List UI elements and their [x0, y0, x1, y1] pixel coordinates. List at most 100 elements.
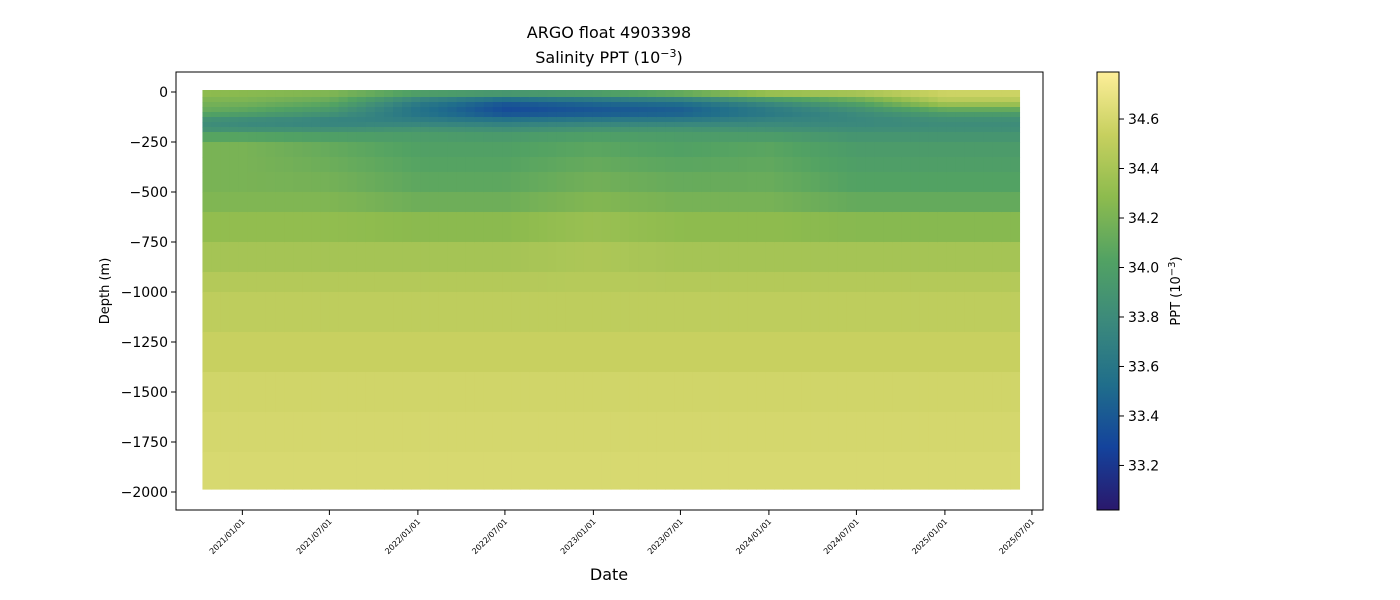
- heatmap-cell: [393, 112, 403, 118]
- heatmap-cell: [728, 117, 739, 123]
- heatmap-cell: [420, 292, 430, 333]
- heatmap-cell: [765, 117, 775, 123]
- heatmap-cell: [574, 157, 585, 173]
- heatmap-cell: [992, 157, 1002, 173]
- heatmap-cell: [937, 292, 948, 333]
- heatmap-cell: [384, 112, 394, 118]
- heatmap-cell: [275, 97, 285, 103]
- heatmap-cell: [393, 97, 403, 103]
- heatmap-cell: [502, 242, 512, 273]
- heatmap-cell: [492, 172, 503, 193]
- heatmap-cell: [384, 107, 394, 113]
- heatmap-cell: [338, 112, 349, 118]
- heatmap-cell: [638, 332, 648, 373]
- heatmap-cell: [411, 102, 421, 108]
- heatmap-cell: [892, 127, 903, 133]
- heatmap-cell: [456, 372, 467, 413]
- heatmap-cell: [320, 122, 331, 128]
- heatmap-cell: [719, 117, 730, 123]
- heatmap-cell: [284, 107, 294, 113]
- heatmap-cell: [547, 107, 558, 113]
- heatmap-cell: [402, 122, 412, 128]
- heatmap-cell: [238, 192, 249, 213]
- heatmap-cell: [302, 117, 312, 123]
- heatmap-cell: [747, 107, 757, 113]
- heatmap-cell: [393, 292, 403, 333]
- heatmap-cell: [674, 242, 685, 273]
- heatmap-cell: [220, 272, 231, 293]
- heatmap-cell: [665, 157, 676, 173]
- heatmap-cell: [574, 242, 585, 273]
- heatmap-cell: [783, 132, 794, 143]
- heatmap-cell: [738, 242, 748, 273]
- heatmap-cell: [928, 132, 939, 143]
- heatmap-cell: [256, 372, 267, 413]
- heatmap-cell: [874, 127, 884, 133]
- heatmap-cell: [492, 272, 503, 293]
- heatmap-cell: [856, 102, 866, 108]
- heatmap-cell: [565, 107, 576, 113]
- heatmap-cell: [910, 192, 921, 213]
- heatmap-cell: [656, 412, 667, 453]
- heatmap-cell: [738, 127, 748, 133]
- heatmap-cell: [320, 132, 331, 143]
- heatmap-cell: [465, 292, 476, 333]
- heatmap-cell: [1010, 332, 1021, 373]
- heatmap-cell: [601, 212, 612, 243]
- heatmap-cell: [456, 122, 467, 128]
- heatmap-cell: [329, 172, 340, 193]
- heatmap-cell: [411, 132, 421, 143]
- heatmap-cell: [756, 212, 766, 243]
- heatmap-cell: [329, 192, 340, 213]
- heatmap-cell: [692, 107, 703, 113]
- heatmap-cell: [792, 90, 803, 98]
- heatmap-cell: [792, 112, 803, 118]
- heatmap-cell: [692, 372, 703, 413]
- heatmap-cell: [928, 97, 939, 103]
- heatmap-cell: [429, 172, 440, 193]
- heatmap-cell: [756, 112, 766, 118]
- heatmap-cell: [511, 272, 521, 293]
- heatmap-cell: [1001, 157, 1011, 173]
- heatmap-cell: [629, 142, 639, 158]
- heatmap-cell: [937, 452, 948, 490]
- heatmap-cell: [738, 272, 748, 293]
- heatmap-cell: [801, 212, 812, 243]
- colorbar-tick-label: 34.6: [1128, 112, 1159, 128]
- heatmap-cell: [447, 452, 458, 490]
- heatmap-cell: [964, 97, 975, 103]
- heatmap-cell: [1001, 127, 1011, 133]
- heatmap-cell: [374, 97, 385, 103]
- heatmap-cell: [974, 142, 984, 158]
- heatmap-cell: [874, 117, 884, 123]
- heatmap-cell: [629, 132, 639, 143]
- heatmap-cell: [202, 212, 213, 243]
- heatmap-cell: [592, 292, 603, 333]
- heatmap-cell: [620, 117, 630, 123]
- heatmap-cell: [1001, 122, 1011, 128]
- heatmap-cell: [556, 332, 567, 373]
- heatmap-cell: [447, 90, 458, 98]
- heatmap-cell: [964, 272, 975, 293]
- heatmap-cell: [719, 122, 730, 128]
- heatmap-cell: [992, 107, 1002, 113]
- heatmap-cell: [438, 112, 449, 118]
- heatmap-cell: [919, 132, 930, 143]
- heatmap-cell: [674, 117, 685, 123]
- heatmap-cell: [738, 112, 748, 118]
- heatmap-cell: [610, 107, 621, 113]
- heatmap-cell: [293, 97, 303, 103]
- heatmap-cell: [302, 122, 312, 128]
- heatmap-cell: [411, 107, 421, 113]
- heatmap-cell: [928, 172, 939, 193]
- heatmap-cell: [792, 97, 803, 103]
- heatmap-cell: [692, 157, 703, 173]
- heatmap-cell: [574, 192, 585, 213]
- heatmap-cell: [265, 102, 276, 108]
- heatmap-cell: [974, 132, 984, 143]
- heatmap-cell: [265, 172, 276, 193]
- heatmap-cell: [202, 157, 213, 173]
- heatmap-cell: [456, 332, 467, 373]
- heatmap-cell: [529, 102, 539, 108]
- heatmap-cell: [719, 172, 730, 193]
